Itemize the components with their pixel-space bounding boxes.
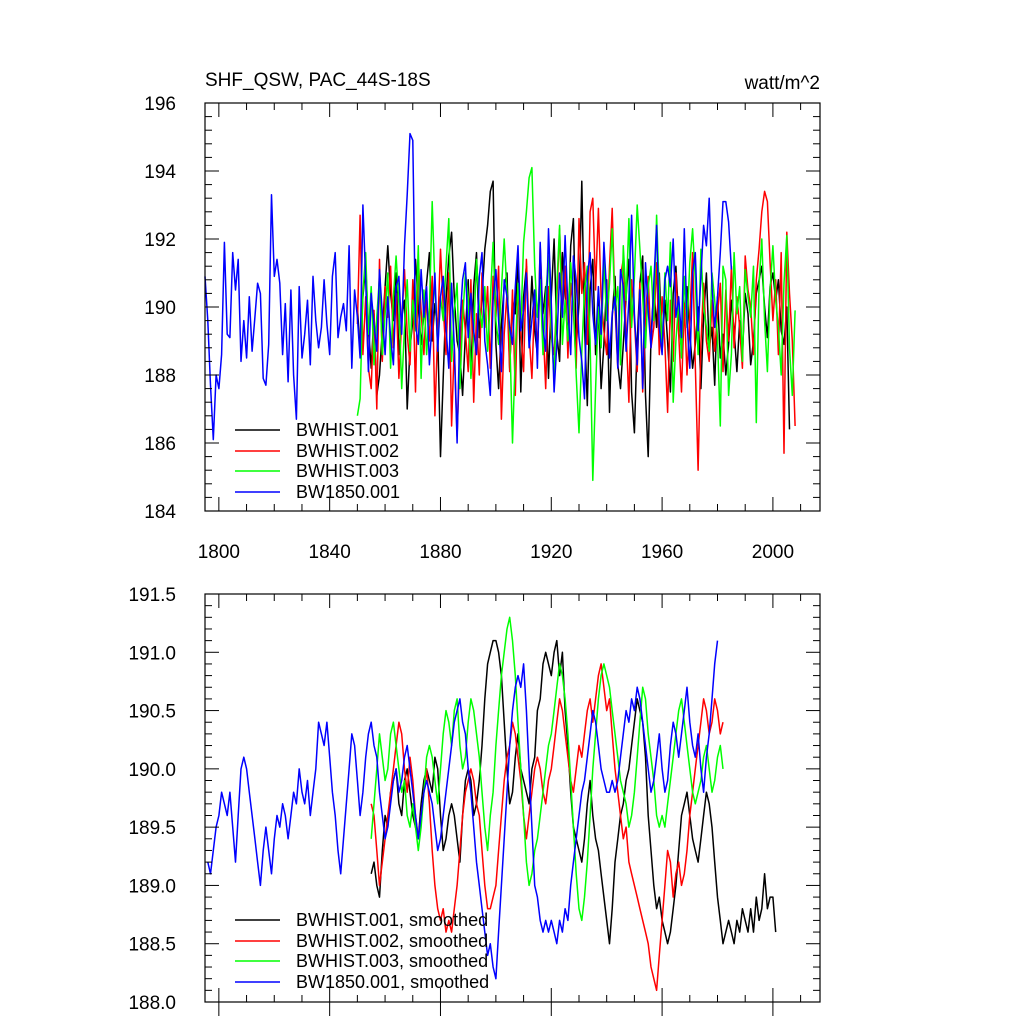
top-y-tick-label: 188 bbox=[144, 366, 176, 387]
units-label: watt/m^2 bbox=[744, 73, 820, 94]
top-y-tick-label: 194 bbox=[144, 162, 176, 183]
bottom-y-tick-label: 190.5 bbox=[128, 702, 176, 723]
bottom-y-tick-label: 188.0 bbox=[128, 993, 176, 1014]
bottom-y-tick-label: 189.5 bbox=[128, 818, 176, 839]
top-axis-ticks: 1800 1840 1880 1920 1960 2000 184 186 188 190 192 1… bbox=[144, 94, 820, 563]
top-x-tick-label: 1840 bbox=[309, 542, 351, 563]
top-series-group bbox=[204, 132, 796, 482]
bottom-plot-frame bbox=[204, 593, 821, 1003]
legend-label-bwhist-002: BWHIST.002 bbox=[296, 441, 399, 461]
bottom-series-bw1850-001-smoothed bbox=[207, 640, 719, 980]
top-legend: BWHIST.001 BWHIST.002 BWHIST.003 BW1850.… bbox=[235, 420, 400, 502]
top-x-tick-label: 1800 bbox=[198, 542, 240, 563]
top-x-tick-label: 1920 bbox=[530, 542, 572, 563]
legend-label-bwhist-001: BWHIST.001 bbox=[296, 420, 399, 440]
top-panel: SHF_QSW, PAC_44S-18S watt/m^2 1800 1840 18… bbox=[144, 70, 821, 563]
top-series-bwhist-003 bbox=[356, 166, 796, 482]
top-x-tick-label: 1960 bbox=[641, 542, 683, 563]
bottom-y-tick-label: 189.0 bbox=[128, 876, 176, 897]
top-x-tick-label: 1880 bbox=[419, 542, 461, 563]
top-y-tick-label: 192 bbox=[144, 230, 176, 251]
bottom-panel: 188.0 188.5 189.0 189.5 190.0 190.5 191.0 191.5… bbox=[128, 585, 821, 1016]
bottom-series-group bbox=[207, 616, 777, 992]
bottom-y-tick-label: 190.0 bbox=[128, 760, 176, 781]
chart-title: SHF_QSW, PAC_44S-18S bbox=[205, 70, 431, 91]
bottom-legend: BWHIST.001, smoothed BWHIST.002, smoothe… bbox=[235, 910, 489, 992]
top-y-tick-label: 184 bbox=[144, 502, 176, 523]
top-y-tick-label: 186 bbox=[144, 434, 176, 455]
bottom-y-tick-label: 188.5 bbox=[128, 935, 176, 956]
legend-label-bwhist-002-smoothed: BWHIST.002, smoothed bbox=[296, 931, 488, 951]
legend-label-bwhist-001-smoothed: BWHIST.001, smoothed bbox=[296, 910, 488, 930]
bottom-axis-ticks: 188.0 188.5 189.0 189.5 190.0 190.5 191.0 191.5 bbox=[128, 585, 820, 1016]
legend-label-bw1850-001: BW1850.001 bbox=[296, 482, 400, 502]
legend-label-bwhist-003: BWHIST.003 bbox=[296, 461, 399, 481]
legend-label-bwhist-003-smoothed: BWHIST.003, smoothed bbox=[296, 951, 488, 971]
bottom-y-tick-label: 191.0 bbox=[128, 643, 176, 664]
top-series-bw1850-001 bbox=[204, 132, 733, 444]
bottom-y-tick-label: 191.5 bbox=[128, 585, 176, 606]
top-x-tick-label: 2000 bbox=[752, 542, 794, 563]
top-y-tick-label: 196 bbox=[144, 94, 176, 115]
legend-label-bw1850-001-smoothed: BW1850.001, smoothed bbox=[296, 972, 489, 992]
bottom-series-bwhist-002-smoothed bbox=[370, 663, 724, 992]
bottom-series-bwhist-003-smoothed bbox=[370, 616, 724, 922]
top-y-tick-label: 190 bbox=[144, 298, 176, 319]
